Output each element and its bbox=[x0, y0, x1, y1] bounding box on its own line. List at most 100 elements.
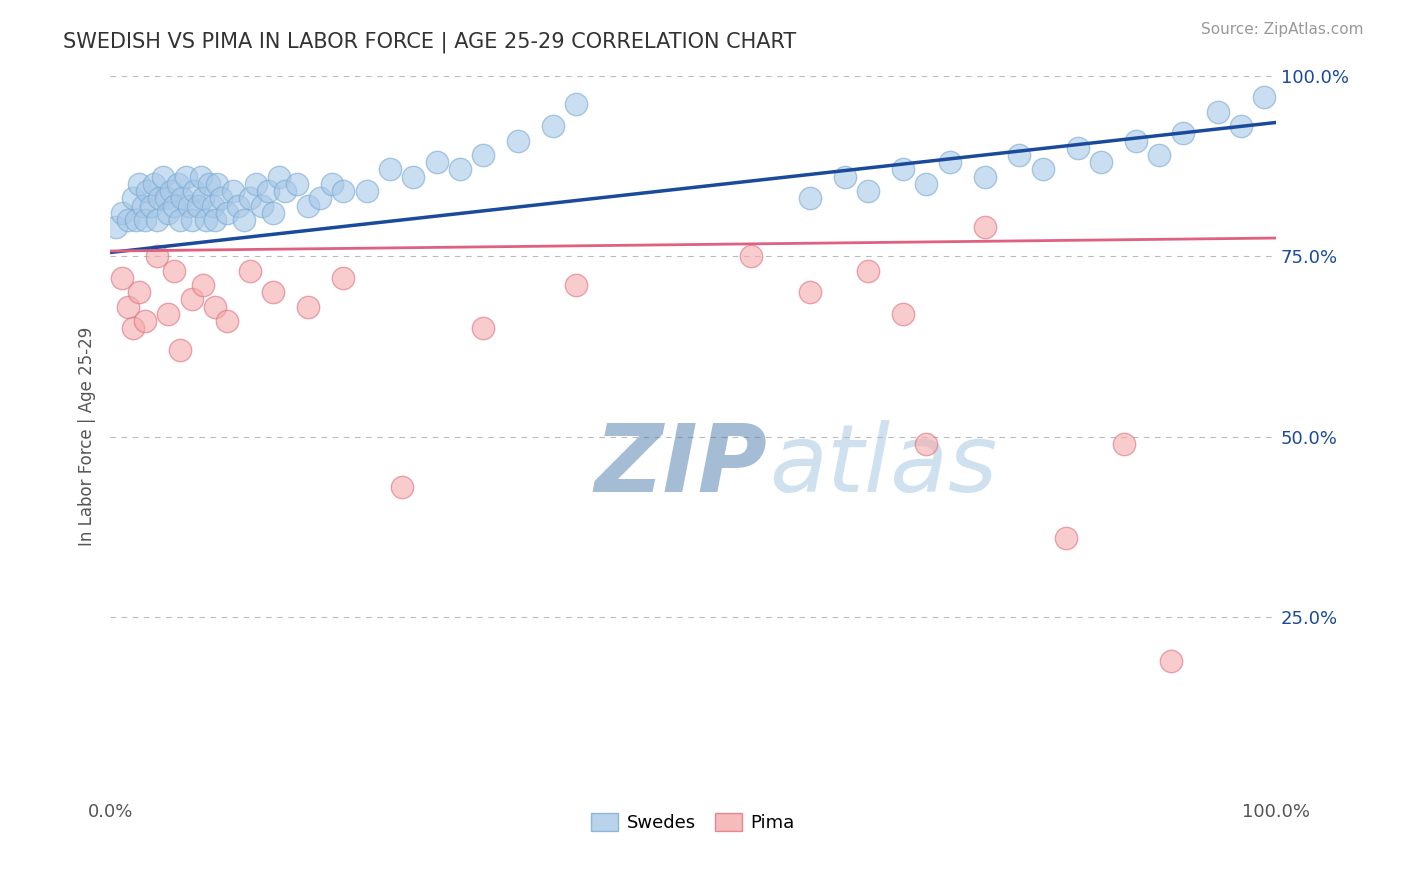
Point bbox=[201, 198, 224, 212]
Point bbox=[128, 285, 150, 300]
Point bbox=[239, 263, 262, 277]
Point bbox=[159, 184, 181, 198]
Point bbox=[207, 177, 229, 191]
Point bbox=[297, 300, 319, 314]
Point bbox=[309, 191, 332, 205]
Point bbox=[180, 293, 202, 307]
Point bbox=[245, 177, 267, 191]
Point bbox=[122, 191, 145, 205]
Point bbox=[915, 437, 938, 451]
Point bbox=[179, 198, 201, 212]
Point bbox=[163, 198, 186, 212]
Point bbox=[117, 213, 139, 227]
Point bbox=[193, 277, 215, 292]
Point bbox=[134, 314, 156, 328]
Point bbox=[250, 198, 273, 212]
Point bbox=[166, 177, 188, 191]
Point bbox=[117, 300, 139, 314]
Point bbox=[139, 198, 162, 212]
Point bbox=[183, 184, 205, 198]
Point bbox=[104, 220, 127, 235]
Point bbox=[233, 213, 256, 227]
Point bbox=[111, 206, 134, 220]
Point bbox=[136, 184, 159, 198]
Point bbox=[1171, 126, 1194, 140]
Point bbox=[565, 277, 588, 292]
Point bbox=[215, 206, 238, 220]
Point bbox=[856, 184, 879, 198]
Point bbox=[472, 148, 495, 162]
Point bbox=[1090, 155, 1112, 169]
Point bbox=[157, 307, 180, 321]
Point bbox=[391, 480, 413, 494]
Point bbox=[508, 134, 530, 148]
Point bbox=[111, 270, 134, 285]
Point bbox=[356, 184, 378, 198]
Point bbox=[799, 285, 821, 300]
Legend: Swedes, Pima: Swedes, Pima bbox=[583, 805, 801, 839]
Point bbox=[1253, 90, 1275, 104]
Point bbox=[198, 177, 221, 191]
Point bbox=[157, 206, 180, 220]
Point bbox=[297, 198, 319, 212]
Point bbox=[256, 184, 278, 198]
Text: ZIP: ZIP bbox=[593, 419, 766, 511]
Point bbox=[332, 184, 354, 198]
Point bbox=[1160, 654, 1182, 668]
Point bbox=[285, 177, 308, 191]
Point bbox=[274, 184, 297, 198]
Point bbox=[834, 169, 856, 184]
Point bbox=[426, 155, 449, 169]
Point bbox=[269, 169, 291, 184]
Point bbox=[262, 285, 284, 300]
Text: atlas: atlas bbox=[769, 420, 997, 511]
Point bbox=[169, 213, 191, 227]
Point bbox=[132, 198, 155, 212]
Point bbox=[565, 97, 588, 112]
Point bbox=[1032, 162, 1054, 177]
Point bbox=[1054, 531, 1077, 545]
Point bbox=[740, 249, 762, 263]
Point bbox=[204, 213, 226, 227]
Text: SWEDISH VS PIMA IN LABOR FORCE | AGE 25-29 CORRELATION CHART: SWEDISH VS PIMA IN LABOR FORCE | AGE 25-… bbox=[63, 31, 797, 53]
Point bbox=[148, 191, 170, 205]
Point bbox=[239, 191, 262, 205]
Point bbox=[134, 213, 156, 227]
Point bbox=[1206, 104, 1229, 119]
Point bbox=[321, 177, 343, 191]
Point bbox=[190, 169, 212, 184]
Point bbox=[172, 191, 194, 205]
Point bbox=[472, 321, 495, 335]
Point bbox=[209, 191, 232, 205]
Point bbox=[938, 155, 960, 169]
Point bbox=[1230, 119, 1253, 133]
Point bbox=[125, 213, 148, 227]
Point bbox=[174, 169, 197, 184]
Point bbox=[973, 169, 995, 184]
Point bbox=[152, 169, 174, 184]
Point bbox=[163, 263, 186, 277]
Point bbox=[221, 184, 243, 198]
Point bbox=[194, 213, 217, 227]
Point bbox=[973, 220, 995, 235]
Point bbox=[146, 249, 169, 263]
Point bbox=[143, 177, 166, 191]
Point bbox=[262, 206, 284, 220]
Point bbox=[128, 177, 150, 191]
Point bbox=[122, 321, 145, 335]
Point bbox=[449, 162, 471, 177]
Point bbox=[193, 191, 215, 205]
Point bbox=[1114, 437, 1136, 451]
Point bbox=[204, 300, 226, 314]
Point bbox=[856, 263, 879, 277]
Point bbox=[891, 307, 914, 321]
Point bbox=[187, 198, 209, 212]
Point bbox=[402, 169, 425, 184]
Point bbox=[1008, 148, 1031, 162]
Point bbox=[146, 213, 169, 227]
Point bbox=[1067, 141, 1090, 155]
Point bbox=[891, 162, 914, 177]
Point bbox=[180, 213, 202, 227]
Point bbox=[1125, 134, 1147, 148]
Point bbox=[541, 119, 564, 133]
